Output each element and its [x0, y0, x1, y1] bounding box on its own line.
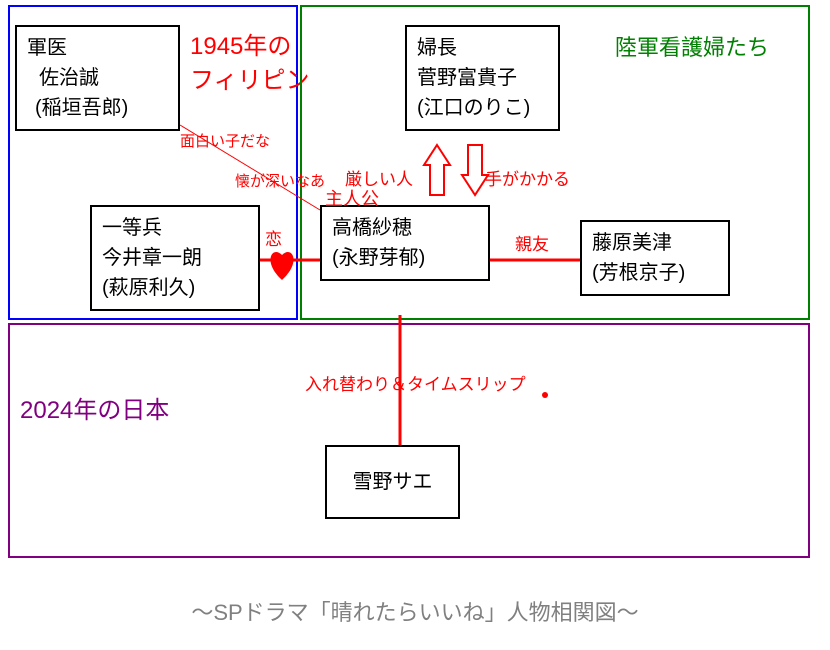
role: 一等兵: [102, 213, 248, 243]
rel-troublesome: 手がかかる: [485, 165, 570, 190]
char-protagonist: 主人公 高橋紗穂 (永野芽郁): [320, 205, 490, 281]
char-soldier: 一等兵 今井章一朗 (萩原利久): [90, 205, 260, 311]
label-philippines-text: 1945年のフィリピン: [190, 33, 310, 94]
label-philippines: 1945年のフィリピン: [190, 30, 310, 97]
name: 菅野富貴子: [417, 63, 548, 93]
actor: (永野芽郁): [332, 243, 478, 273]
char-gun-i: 軍医 佐治誠 (稲垣吾郎): [15, 25, 180, 131]
role: 婦長: [417, 33, 548, 63]
char-head-nurse: 婦長 菅野富貴子 (江口のりこ): [405, 25, 560, 131]
label-japan2024-text: 2024年の日本: [20, 397, 169, 424]
label-nurses: 陸軍看護婦たち: [615, 30, 769, 62]
rel-deep-pockets: 懐が深いなあ: [235, 170, 325, 191]
diagram-title: ～SPドラマ「晴れたらいいね」人物相関図～: [0, 595, 830, 627]
actor: (江口のりこ): [417, 93, 548, 123]
name: 雪野サエ: [337, 467, 448, 497]
actor: (萩原利久): [102, 273, 248, 303]
name: 藤原美津: [592, 228, 718, 258]
rel-love: 恋: [265, 225, 282, 250]
char-friend: 藤原美津 (芳根京子): [580, 220, 730, 296]
name: 今井章一朗: [102, 243, 248, 273]
role: 軍医: [27, 33, 168, 63]
label-japan2024: 2024年の日本: [20, 390, 169, 425]
rel-timeslip: 入れ替わり＆タイムスリップ: [305, 370, 526, 395]
rel-gun-i-comment: 面白い子だな: [180, 130, 270, 151]
name: 佐治誠: [27, 63, 168, 93]
char-sae: 雪野サエ: [325, 445, 460, 519]
region-japan2024: [8, 323, 810, 558]
rel-strict: 厳しい人: [345, 165, 413, 190]
rel-friend: 親友: [515, 230, 549, 255]
label-nurses-text: 陸軍看護婦たち: [615, 35, 769, 60]
name: 高橋紗穂: [332, 213, 478, 243]
actor: (芳根京子): [592, 258, 718, 288]
actor: (稲垣吾郎): [27, 93, 168, 123]
